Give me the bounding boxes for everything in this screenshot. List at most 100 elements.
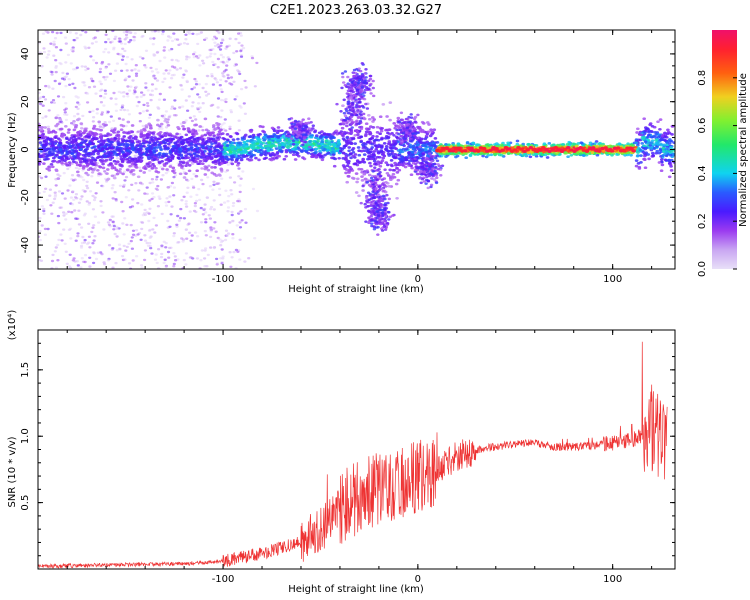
spectrogram-cell (166, 185, 171, 189)
spectrogram-cell (212, 152, 216, 156)
spectrogram-cell (122, 131, 126, 134)
spectrogram-cell (198, 110, 202, 114)
spectrogram-cell (142, 171, 146, 174)
spectrogram-cell (161, 174, 165, 177)
spectrogram-cell (375, 135, 379, 138)
spectrogram-cell (243, 112, 247, 116)
spectrogram-cell (218, 174, 222, 177)
spectrogram-cell (116, 134, 121, 138)
spectrogram-cell (75, 134, 79, 138)
spectrogram-cell (362, 153, 367, 156)
spectrogram-cell (221, 136, 225, 140)
spectrogram-cell (117, 243, 122, 246)
spectrogram-cell (337, 142, 342, 146)
spectrogram-cell (46, 53, 51, 56)
spectrogram-cell (219, 78, 223, 82)
spectrogram-cell (139, 95, 143, 98)
spectrogram-cell (191, 257, 195, 260)
spectrogram-cell (165, 139, 169, 143)
spectrogram-cell (208, 185, 212, 188)
spectrogram-cell (214, 162, 218, 166)
spectrogram-cell (74, 32, 78, 35)
spectrogram-cell (67, 228, 71, 231)
spectrogram-cell (64, 102, 68, 105)
spectrogram-cell (428, 147, 433, 151)
spectrogram-cell (223, 201, 227, 204)
spectrogram-cell (209, 246, 213, 249)
spectrogram-cell (173, 99, 177, 102)
spectrogram-cell (237, 32, 241, 35)
spectrogram-cell (658, 127, 662, 131)
spectrogram-cell (166, 123, 171, 127)
spectrogram-cell (83, 238, 87, 242)
spectrogram-cell (179, 135, 184, 139)
spectrogram-cell (239, 55, 244, 58)
spectrogram-cell (184, 33, 188, 36)
spectrogram-cell (640, 142, 644, 145)
spectrogram-cell (277, 154, 282, 158)
spectrogram-cell (154, 166, 158, 170)
spectrogram-cell (142, 137, 146, 141)
spectrogram-cell (163, 134, 168, 138)
spectrogram-cell (164, 162, 169, 165)
spectrogram-cell (172, 175, 176, 179)
spectrogram-cell (224, 100, 228, 104)
spectrogram-cell (178, 67, 183, 70)
spectrogram-cell (127, 262, 132, 265)
spectrogram-cell (393, 142, 398, 146)
spectrogram-cell (270, 126, 275, 130)
spectrogram-cell (90, 175, 94, 178)
spectrogram-cell (146, 155, 151, 159)
spectrogram-cell (198, 64, 202, 67)
spectrogram-cell (318, 149, 322, 153)
spectrogram-cell (51, 99, 56, 102)
spectrogram-cell (244, 133, 248, 137)
spectrogram-cell (103, 152, 108, 155)
spectrogram-cell (387, 128, 392, 132)
spectrogram-cell (219, 41, 224, 45)
spectrogram-cell (227, 58, 231, 61)
spectrogram-cell (190, 119, 194, 123)
spectrogram-cell (253, 85, 257, 88)
spectrogram-cell (55, 153, 59, 157)
spectrogram-cell (101, 185, 105, 188)
spectrogram-cell (154, 87, 158, 91)
spectrogram-cell (139, 238, 143, 241)
spectrogram-cell (59, 233, 63, 236)
spectrogram-cell (659, 142, 663, 146)
spectrogram-cell (234, 37, 238, 41)
spectrogram-cell (172, 73, 176, 77)
spectrogram-cell (150, 178, 154, 181)
spectrogram-cell (116, 137, 121, 141)
spectrogram-cell (43, 233, 48, 236)
spectrogram-cell (235, 50, 239, 53)
spectrogram-cell (235, 132, 240, 136)
spectrogram-cell (203, 249, 207, 252)
spectrogram-cell (197, 129, 201, 132)
spectrogram-cell (233, 181, 237, 184)
spectrogram-cell (206, 168, 211, 172)
spectrogram-cell (38, 137, 41, 141)
spectrogram-cell (221, 255, 225, 258)
spectrogram-cell (642, 117, 646, 121)
spectrogram-cell (206, 176, 210, 179)
spectrogram-cell (149, 98, 153, 102)
spectrogram-cell (110, 215, 114, 218)
spectrogram-cell (76, 234, 80, 238)
spectrogram-cell (203, 173, 208, 176)
spectrogram-cell (95, 108, 99, 111)
spectrogram-cell (54, 66, 58, 69)
spectrogram-cell (212, 227, 216, 230)
spectrogram-cell (395, 196, 399, 200)
spectrogram-cell (38, 238, 42, 242)
spectrogram-cell (50, 70, 54, 74)
spectrogram-cell (193, 160, 198, 163)
spectrogram-cell (186, 109, 190, 112)
spectrogram-cell (55, 31, 59, 35)
spectrogram-cell (63, 242, 67, 245)
spectrogram-cell (232, 250, 236, 254)
spectrogram-cell (231, 237, 235, 240)
spectrogram-cell (166, 146, 170, 150)
spectrogram-cell (237, 129, 241, 132)
spectrogram-cell (177, 147, 182, 151)
